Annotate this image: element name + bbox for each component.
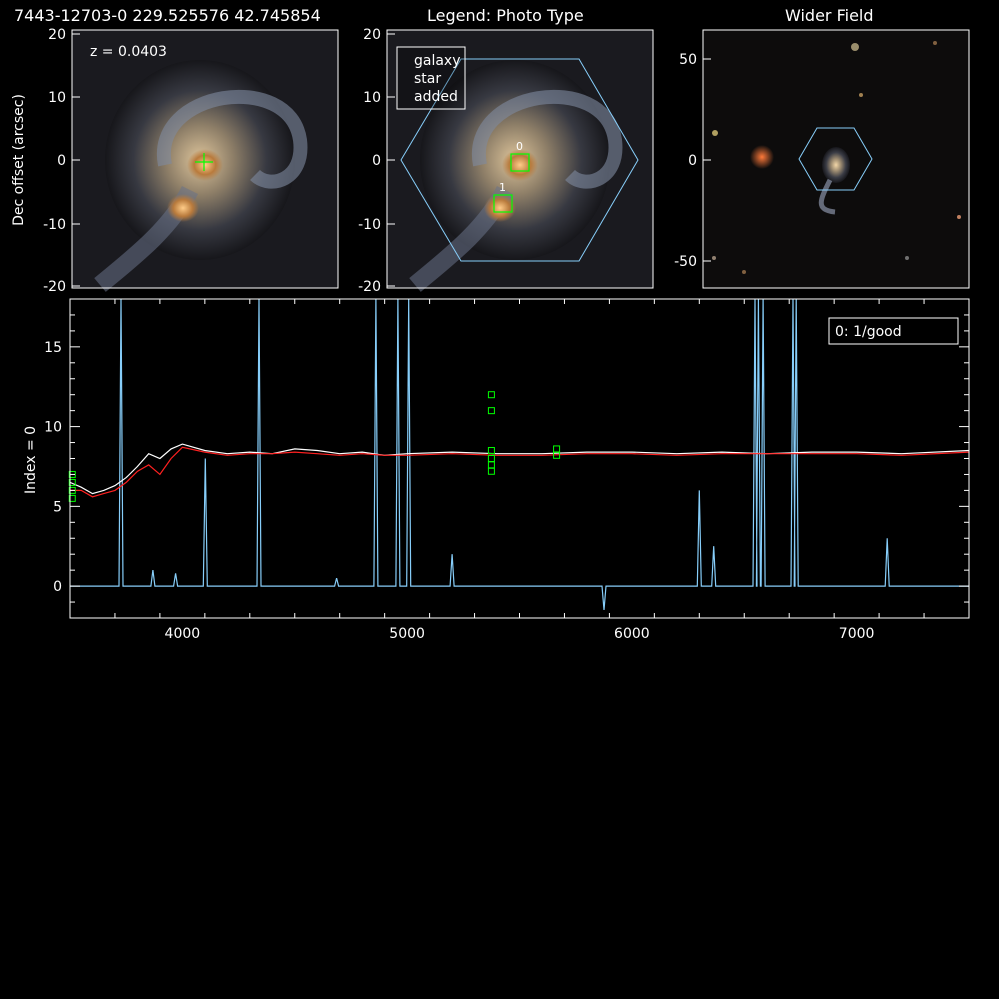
target-marker-0-label: 0 [516,140,523,153]
field-star-small [742,270,746,274]
y-tick-label: 5 [53,499,62,515]
galaxy-arm [156,89,308,189]
field-star-small [933,41,937,45]
wider-field-panel: 50 0 -50 [674,29,970,289]
legend-galaxy: galaxy [414,53,461,69]
fiber-bundle-hexagon [400,58,639,262]
flag-marker [487,467,495,475]
spectrum-flag-markers [68,391,561,502]
wider-field-ticks: 50 0 -50 [674,52,711,270]
field-star-small [957,215,961,219]
flag-marker [487,447,495,455]
phototype-knot-1 [484,194,516,222]
flag-marker [487,455,495,462]
target-galaxy-tail-small [818,178,836,215]
model-spectrum-line [70,446,969,498]
phototype-frame [386,29,654,289]
wider-field-title: Wider Field [785,6,874,25]
y-tick-label: -10 [358,217,381,233]
y-tick-label: 10 [48,90,66,106]
x-tick-label: 6000 [614,626,650,642]
galaxy-frame [71,29,339,289]
spectrum-series [70,299,969,611]
redshift-label: z = 0.0403 [90,44,167,60]
flag-marker [487,461,495,469]
flag-marker [68,486,76,494]
flag-marker [487,391,495,399]
galaxy-knot-1 [167,194,199,222]
flag-marker [68,494,76,502]
phototype-galaxy-arm [471,89,623,189]
y-tick-label: 0 [372,153,381,169]
target-galaxy-small [822,147,850,183]
target-marker-0 [510,153,530,172]
target-marker-1 [493,194,513,213]
fiber-bundle-hexagon-wide [798,127,873,191]
x-tick-label: 5000 [389,626,425,642]
spectrum-legend-box [828,317,959,345]
phototype-ticks: 20 10 0 -10 -20 [358,27,395,295]
spectrum-legend-text: 0: 1/good [835,324,902,340]
field-star-small [712,130,718,136]
x-tick-label: 4000 [165,626,201,642]
y-tick-label: -20 [358,279,381,295]
legend-added: added [414,89,458,105]
x-tick-label: 7000 [839,626,875,642]
y-tick-label: 10 [363,90,381,106]
field-star-red [750,145,774,169]
spectrum-y-axis-label: Index = 0 [23,426,39,494]
galaxy-ticks: 20 10 0 -10 -20 [43,27,80,295]
field-star-small [851,43,859,51]
wider-field-frame [702,29,970,289]
y-tick-label: -20 [43,279,66,295]
y-tick-label: 20 [48,27,66,43]
target-marker-1-label: 1 [499,181,506,194]
y-tick-label: 0 [57,153,66,169]
y-tick-label: 15 [44,340,62,356]
phototype-panel: 0 1 galaxy star added 20 10 0 -10 -20 [358,27,654,295]
y-tick-label: -10 [43,217,66,233]
emission-line-model [70,299,969,611]
y-tick-label: 20 [363,27,381,43]
spectrum-ticks: 4000 5000 6000 7000 0 5 10 15 [44,298,970,642]
field-star-small [712,256,716,260]
object-id-title: 7443-12703-0 229.525576 42.745854 [14,6,321,25]
crosshair-icon [195,153,213,171]
y-tick-label: 10 [44,420,62,436]
spectrum-panel: 4000 5000 6000 7000 0 5 10 15 Index = 0 0: 1/go… [23,298,970,642]
photo-type-legend-box [396,46,466,110]
galaxy-knot-0 [187,149,223,181]
observed-spectrum-line [70,443,969,495]
field-star-small [859,93,863,97]
flag-marker [68,470,76,478]
flag-marker [553,451,561,459]
galaxy-panel: z = 0.0403 Dec offset (arcsec) 20 10 0 -10 -… [11,27,339,295]
flag-marker [553,445,561,453]
legend-title: Legend: Photo Type [427,6,584,25]
field-star-small [905,256,909,260]
y-tick-label: 0 [688,153,697,169]
y-tick-label: 50 [679,52,697,68]
legend-star: star [414,71,441,87]
dec-offset-axis-label: Dec offset (arcsec) [11,94,27,226]
flag-marker [68,478,76,486]
flag-marker [487,407,495,415]
y-tick-label: -50 [674,254,697,270]
y-tick-label: 0 [53,579,62,595]
